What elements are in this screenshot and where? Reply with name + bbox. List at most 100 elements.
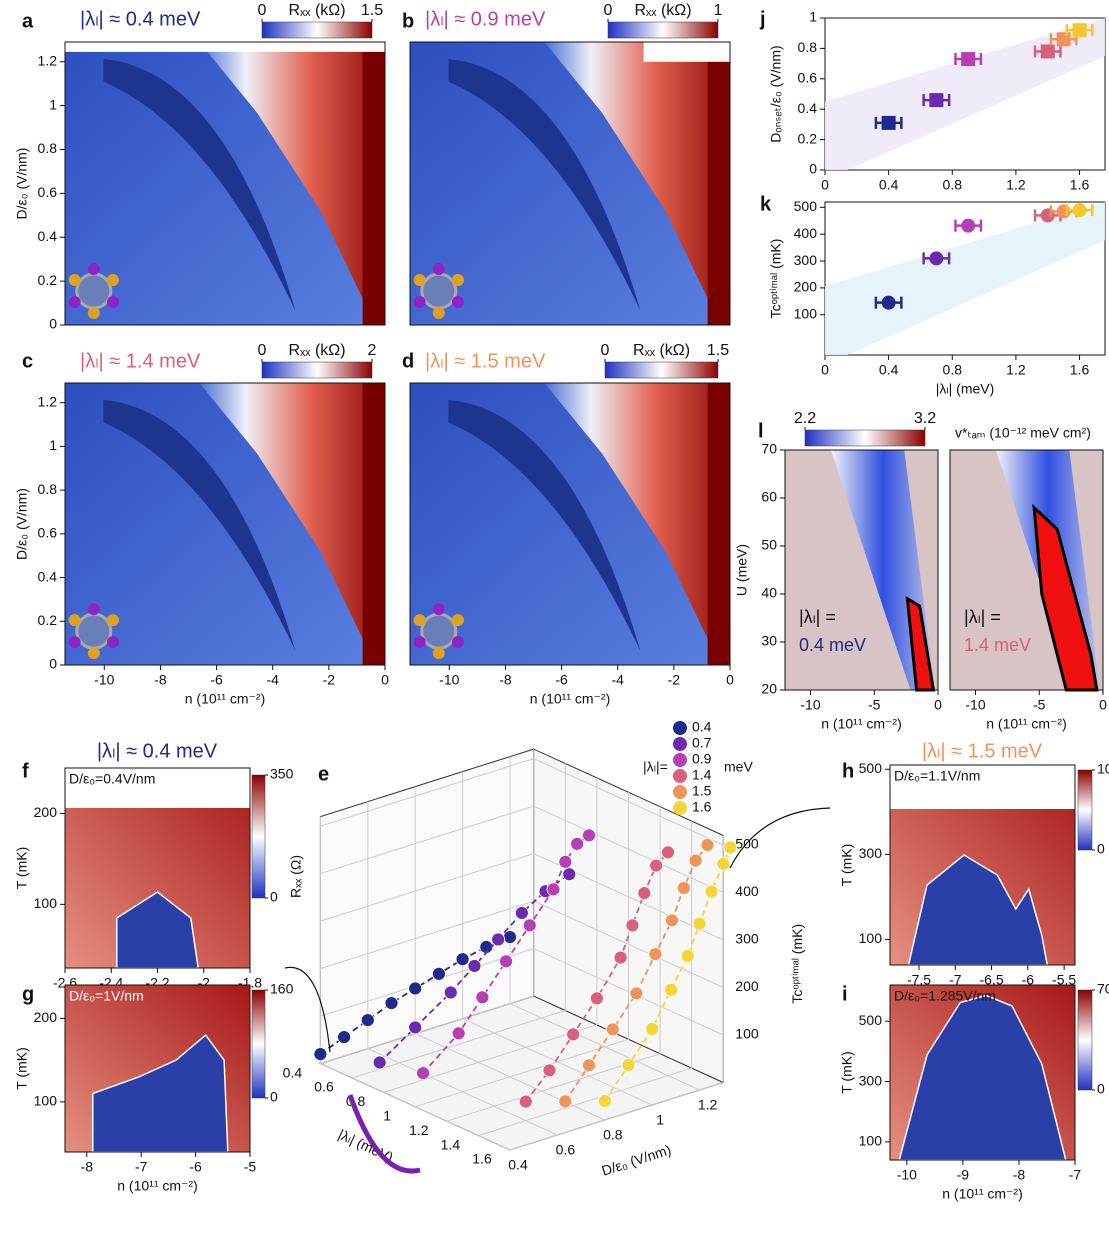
colorbar-label: Rₓₓ (kΩ) <box>633 342 690 359</box>
arrow <box>347 1094 421 1174</box>
colorbar <box>1077 989 1093 1091</box>
grid-line <box>351 763 566 1079</box>
legend-marker <box>673 737 687 751</box>
panel-letter: c <box>22 350 33 372</box>
colorbar <box>1077 769 1093 851</box>
panel-letter: j <box>759 8 766 30</box>
legend-marker <box>673 721 687 735</box>
heatmap-region <box>448 58 641 311</box>
point <box>688 853 703 868</box>
point <box>621 1058 636 1072</box>
y-tick-label: 50 <box>761 537 777 553</box>
heatmap <box>890 765 1075 966</box>
y-tick-label: 100 <box>859 1133 883 1149</box>
x-tick-label: 0.4 <box>283 1064 303 1080</box>
y-tick-label: 300 <box>794 252 818 268</box>
panel-letter: d <box>402 350 414 372</box>
point <box>881 295 896 310</box>
heatmap-gap <box>65 768 250 808</box>
point <box>1040 44 1055 59</box>
y-tick-label: 0.8 <box>603 1127 623 1143</box>
colorbar-tick-label: 0 <box>1097 841 1105 857</box>
grid-line <box>320 758 724 846</box>
y-tick-label: 0.8 <box>798 39 818 55</box>
legend-label: 1.5 <box>692 783 712 799</box>
molecule-atom <box>432 263 445 276</box>
point <box>664 982 679 997</box>
x-tick-label: -10 <box>439 672 459 688</box>
molecule-atom <box>68 636 81 649</box>
point <box>629 986 644 1001</box>
annotation: 0.4 meV <box>799 635 866 655</box>
colorbar <box>804 429 926 447</box>
point <box>692 916 707 931</box>
colorbar-tick-label: 350 <box>270 766 294 782</box>
arrow <box>284 966 331 1053</box>
x-tick-label: 0.8 <box>943 362 963 378</box>
point <box>582 1058 596 1073</box>
y-tick-label: 500 <box>859 760 883 776</box>
point <box>665 913 679 928</box>
plot-frame <box>889 984 1076 1161</box>
colorbar-tick-label: 100 <box>1097 761 1109 777</box>
x-tick-label: -7.5 <box>907 972 931 988</box>
x-tick-label: -9 <box>957 1167 970 1183</box>
panel-title: |λₗ| ≈ 0.4 meV <box>97 740 218 762</box>
y-tick-label: 40 <box>761 585 777 601</box>
colorbar <box>251 989 266 1099</box>
x-tick-label: -6 <box>189 1159 202 1175</box>
legend-label: 0.4 <box>692 719 712 735</box>
trend-band <box>825 202 1105 355</box>
grid-line <box>462 771 653 1106</box>
grid-line <box>320 853 724 941</box>
x-tick-label: 1.2 <box>1006 177 1026 193</box>
annotation: D/ε₀=0.4V/nm <box>69 771 155 787</box>
molecule-atom <box>106 636 119 649</box>
point <box>558 854 573 869</box>
z-tick-label: 300 <box>735 931 759 947</box>
y-axis-label: Dₒₙₛₑₜ/ε₀ (V/nm) <box>768 45 784 142</box>
heatmap-region <box>362 383 385 665</box>
x-tick-label: -10 <box>94 672 114 688</box>
panel-title: |λₗ| ≈ 0.4 meV <box>80 8 201 30</box>
heatmap-region <box>92 1034 229 1153</box>
point <box>491 932 506 947</box>
y-tick-label: 100 <box>34 895 58 911</box>
heatmap-gap <box>643 42 730 62</box>
point <box>566 1027 581 1042</box>
point <box>700 838 715 852</box>
x-tick-label: 0 <box>934 697 942 713</box>
x-tick-label: -5 <box>1033 697 1046 713</box>
y-tick-label: 1 <box>49 437 57 453</box>
y-tick-label: 0.6 <box>38 525 58 541</box>
x-tick-label: 1 <box>383 1108 391 1124</box>
point <box>522 918 537 933</box>
point <box>590 991 604 1006</box>
annotation: D/ε₀=1.285V/nm <box>894 988 996 1004</box>
colorbar-tick-label: 2 <box>368 342 377 359</box>
panel-letter: k <box>760 193 772 215</box>
x-tick-label: -7 <box>1069 1167 1082 1183</box>
molecule-atom <box>451 274 464 287</box>
x-tick-label: -8 <box>499 672 512 688</box>
x-tick-label: 0 <box>821 177 829 193</box>
x-tick-label: -5.5 <box>1052 972 1076 988</box>
heatmap-gap <box>890 765 1075 809</box>
x-tick-label: 1.6 <box>472 1151 492 1167</box>
molecule-icon <box>75 272 113 310</box>
heatmap-region <box>103 58 296 311</box>
colorbar <box>261 21 373 39</box>
molecule-atom <box>106 296 119 309</box>
point <box>408 1020 423 1035</box>
x-tick-label: -2 <box>323 672 336 688</box>
z-tick-label: 400 <box>735 883 759 899</box>
point <box>451 1026 466 1041</box>
z-tick-label: 200 <box>735 978 759 994</box>
plot-frame <box>824 201 1106 356</box>
panel-title: |λₗ| ≈ 1.5 meV <box>922 740 1043 762</box>
colorbar-label: Rₓₓ (Ω) <box>288 855 304 898</box>
y-tick-label: 1 <box>656 1112 664 1128</box>
legend-label: 1.4 <box>692 767 712 783</box>
point <box>723 840 738 855</box>
